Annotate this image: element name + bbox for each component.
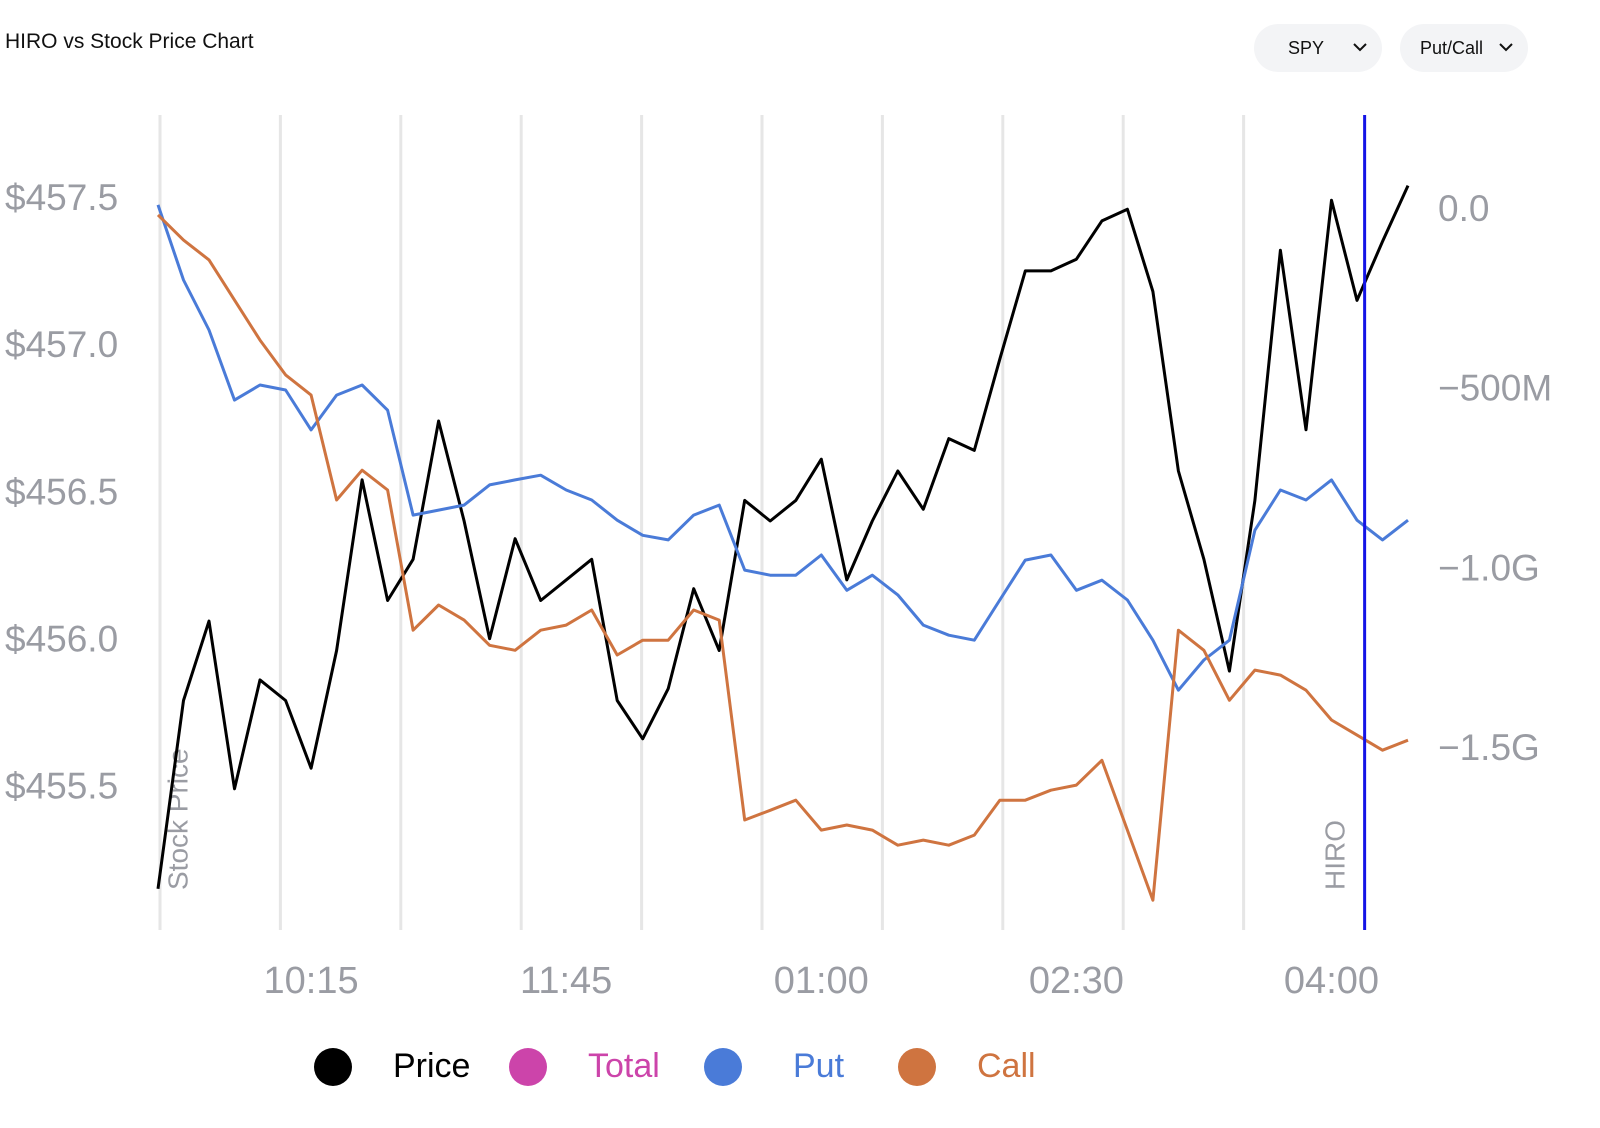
legend-swatch (898, 1048, 936, 1086)
legend-swatch (704, 1048, 742, 1086)
x-tick-label: 04:00 (1284, 960, 1379, 1002)
mode-dropdown[interactable]: Put/Call (1400, 24, 1528, 72)
legend-label: Put (793, 1047, 845, 1085)
legend-item[interactable]: Put (704, 1047, 845, 1086)
series-line (156, 213, 1409, 902)
chevron (1353, 43, 1367, 52)
dropdown-label: SPY (1288, 37, 1325, 58)
y2-tick-label: 0.0 (1438, 188, 1489, 229)
dropdown-label: Put/Call (1420, 37, 1484, 58)
y-tick-label: $456.5 (5, 471, 118, 512)
legend-label: Total (588, 1047, 660, 1085)
chart-title: HIRO vs Stock Price Chart (5, 30, 254, 53)
legend-item[interactable]: Call (898, 1047, 1036, 1086)
y2-axis-label: HIRO (1319, 820, 1350, 890)
y-tick-label: $457.5 (5, 177, 118, 218)
x-tick-label: 01:00 (774, 960, 869, 1002)
y-tick-label: $456.0 (5, 618, 118, 659)
y-tick-label: $455.5 (5, 766, 118, 807)
legend-item[interactable]: Total (509, 1047, 660, 1086)
y-tick-label: $457.0 (5, 324, 118, 365)
series-line (156, 204, 1409, 692)
y2-tick-label: −500M (1438, 368, 1552, 409)
y2-tick-label: −1.0G (1438, 547, 1540, 588)
chevron (1499, 43, 1513, 52)
x-tick-label: 02:30 (1029, 960, 1124, 1002)
series-line (156, 184, 1410, 890)
legend-swatch (509, 1048, 547, 1086)
y2-tick-label: −1.5G (1438, 727, 1540, 768)
legend-label: Price (393, 1047, 470, 1085)
legend-item[interactable]: Price (314, 1047, 470, 1086)
symbol-dropdown[interactable]: SPY (1254, 24, 1382, 72)
x-tick-label: 11:45 (520, 960, 612, 1002)
x-tick-label: 10:15 (264, 960, 359, 1002)
legend-swatch (314, 1048, 352, 1086)
legend-label: Call (977, 1047, 1036, 1085)
